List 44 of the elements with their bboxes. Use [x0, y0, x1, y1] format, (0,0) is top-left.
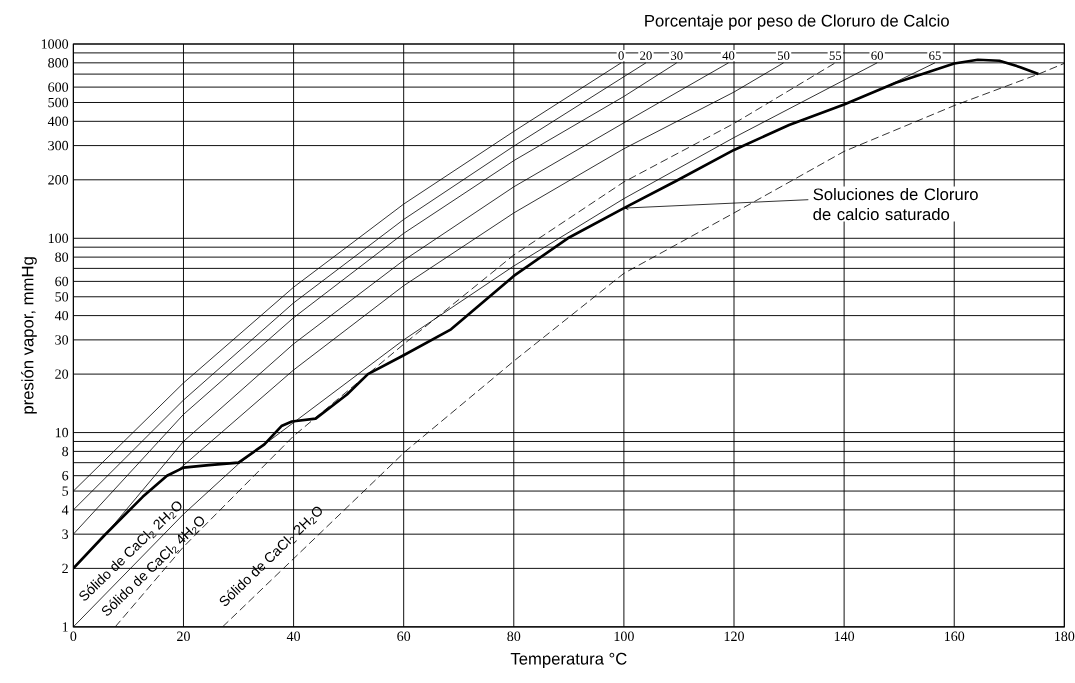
y-axis-title: presión vapor, mmHg — [21, 257, 37, 414]
chart-title: Porcentaje por peso de Cloruro de Calcio — [645, 14, 949, 31]
y-tick-label: 300 — [48, 140, 69, 151]
x-tick-label: 0 — [70, 631, 77, 642]
y-tick-label: 1 — [62, 622, 68, 632]
x-tick-label: 20 — [177, 631, 190, 642]
y-tick-label: 5 — [62, 486, 69, 496]
y-tick-label: 400 — [47, 116, 69, 127]
series-label: 55 — [829, 51, 842, 60]
y-tick-label: 4 — [61, 505, 69, 515]
y-tick-label: 8 — [62, 446, 69, 457]
y-tick-label: 3 — [62, 529, 69, 539]
series-label: 20 — [640, 51, 652, 60]
y-tick-label: 2 — [62, 563, 68, 574]
y-tick-label: 80 — [55, 252, 69, 262]
series-label: 50 — [777, 51, 790, 60]
x-tick-label: 160 — [944, 631, 965, 642]
y-tick-label: 1000 — [41, 39, 69, 49]
series-label: 40 — [722, 51, 735, 60]
x-tick-label: 140 — [834, 631, 855, 642]
y-tick-label: 100 — [48, 233, 69, 244]
series-label: 30 — [671, 51, 683, 60]
x-tick-label: 100 — [614, 631, 634, 642]
x-tick-label: 180 — [1055, 631, 1075, 642]
y-tick-label: 600 — [48, 82, 69, 92]
x-tick-label: 60 — [397, 631, 411, 642]
series-label: 0 — [618, 51, 624, 60]
y-tick-label: 30 — [55, 335, 69, 345]
text: Soluciones de Cloruro de calcio saturado — [813, 188, 978, 221]
y-tick-label: 6 — [62, 471, 69, 481]
y-tick-label: 800 — [48, 58, 69, 68]
y-tick-label: 60 — [55, 276, 69, 287]
y-tick-label: 40 — [54, 310, 69, 321]
y-tick-label: 50 — [55, 292, 69, 302]
x-axis-title: Temperatura °C — [510, 652, 627, 668]
y-tick-label: 500 — [48, 97, 69, 108]
y-tick-label: 200 — [48, 175, 69, 185]
series-label: 60 — [871, 51, 884, 60]
y-tick-label: 10 — [55, 427, 69, 438]
x-tick-label: 80 — [507, 631, 521, 642]
x-tick-label: 120 — [724, 631, 744, 642]
y-tick-label: 20 — [55, 369, 69, 379]
x-tick-label: 40 — [286, 631, 301, 642]
series-label: 65 — [929, 51, 941, 60]
